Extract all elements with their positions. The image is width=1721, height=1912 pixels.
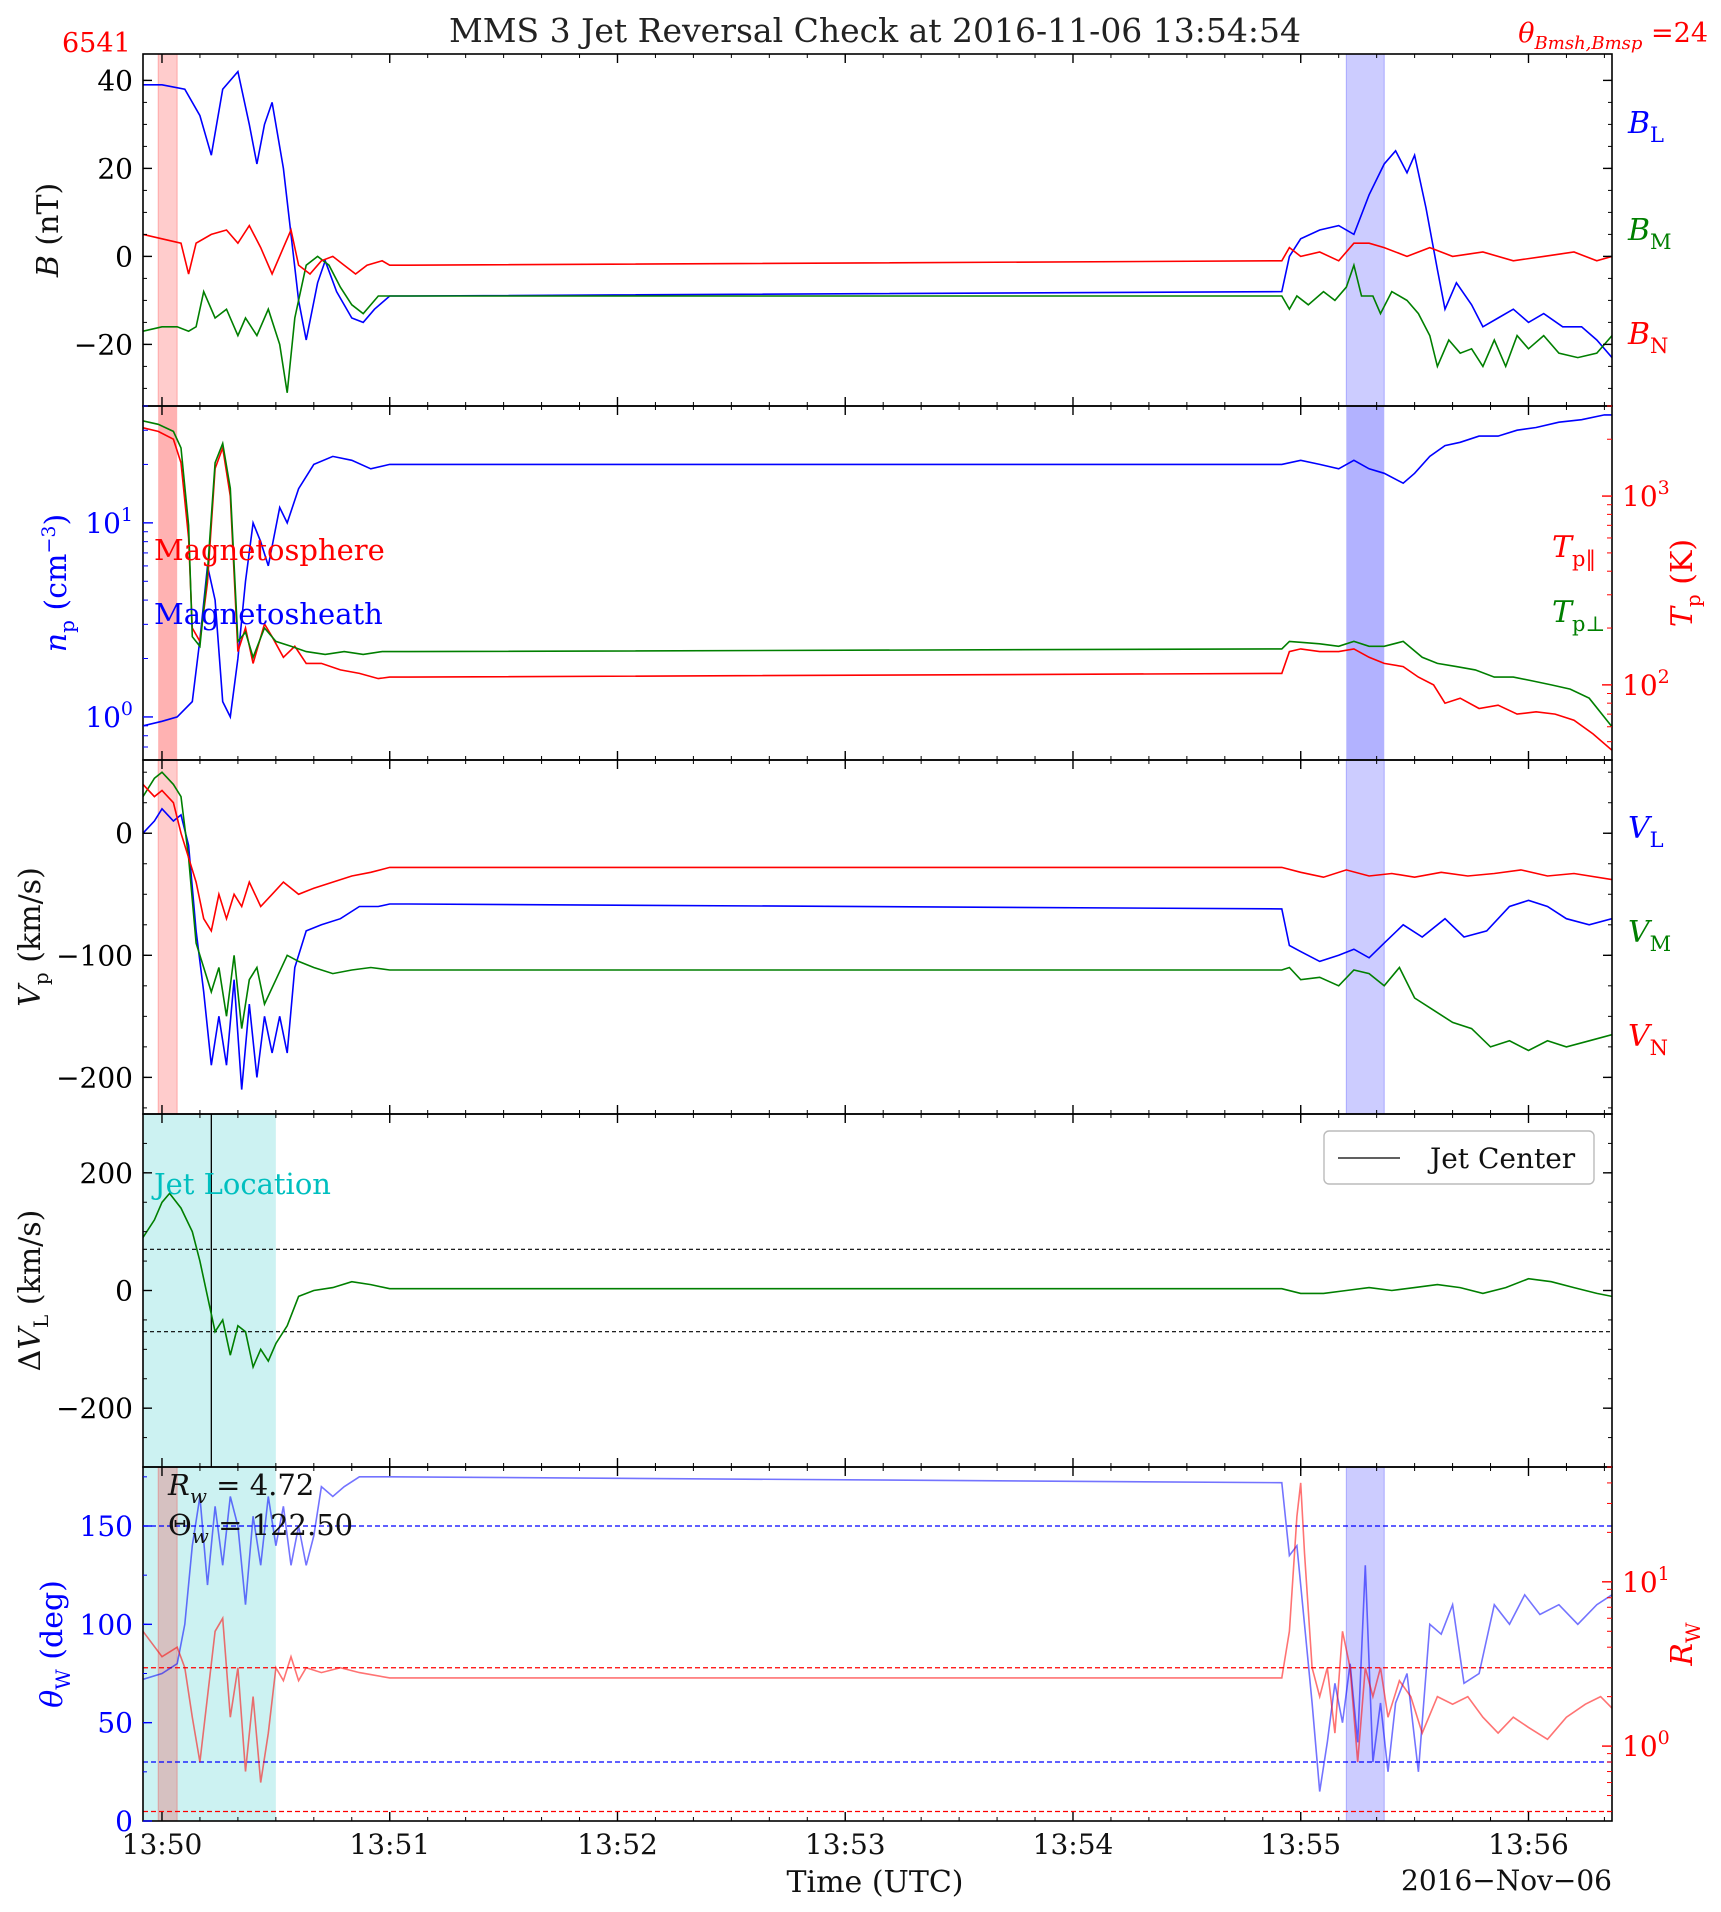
series-line--V-L bbox=[143, 1192, 1612, 1370]
annotation-magnetosphere: Magnetosphere bbox=[154, 533, 385, 567]
y-tick-label: 200 bbox=[80, 1157, 133, 1190]
legend-jet-center-label: Jet Center bbox=[1427, 1142, 1576, 1175]
y-axis-label-dVL: ΔVL (km/s) bbox=[13, 1210, 53, 1372]
x-tick-label: 13:50 bbox=[122, 1828, 203, 1861]
y-tick-label: −200 bbox=[56, 1392, 133, 1425]
y-tick-label: 100 bbox=[80, 1608, 133, 1641]
y2-axis-label-RW: RW bbox=[1665, 1622, 1705, 1667]
shaded-interval-red bbox=[157, 759, 178, 1115]
y-tick-label: 101 bbox=[1622, 1563, 1670, 1599]
y-tick-label: 100 bbox=[85, 698, 133, 734]
series-line-R-W bbox=[143, 1482, 1612, 1783]
y-tick-label: 0 bbox=[115, 817, 133, 850]
axes bbox=[142, 53, 1613, 1822]
figure-title: MMS 3 Jet Reversal Check at 2016-11-06 1… bbox=[449, 11, 1301, 50]
y-tick-label: 102 bbox=[1622, 666, 1670, 702]
x-tick-label: 13:52 bbox=[577, 1828, 658, 1861]
y-tick-label: 0 bbox=[115, 1275, 133, 1308]
x-tick-label: 13:53 bbox=[805, 1828, 886, 1861]
series-line-V-L bbox=[143, 807, 1612, 1090]
series-line-B-N bbox=[143, 224, 1612, 277]
y-tick-label: −200 bbox=[56, 1061, 133, 1094]
legend-V_L: VL bbox=[1628, 811, 1664, 852]
series-line--W bbox=[143, 1476, 1612, 1792]
annotation-jet-location: Jet Location bbox=[151, 1167, 331, 1201]
y-axis-label-np: np (cm−3) bbox=[38, 514, 79, 652]
legend-B_N: BN bbox=[1627, 317, 1668, 358]
legend-box bbox=[1323, 1130, 1595, 1185]
series-line-V-M bbox=[143, 771, 1612, 1052]
annotation-Rw: Rw = 4.72 bbox=[167, 1468, 314, 1508]
panel-frame-5 bbox=[142, 1466, 1613, 1822]
event-id: 6541 bbox=[62, 28, 131, 59]
shaded-interval-blue bbox=[1346, 406, 1385, 760]
x-axis-label: Time (UTC) bbox=[787, 1865, 964, 1900]
shaded-interval-blue bbox=[1345, 53, 1385, 407]
y-axis-label-thetaW: θW (deg) bbox=[35, 1580, 75, 1708]
legend-Tp-perp: Tp⊥ bbox=[1552, 595, 1605, 636]
y-tick-label: 20 bbox=[97, 152, 133, 185]
y-tick-label: 150 bbox=[80, 1510, 133, 1543]
y-tick-label: 103 bbox=[1622, 477, 1670, 513]
x-tick-label: 13:55 bbox=[1260, 1828, 1341, 1861]
y2-axis-label-Tp: Tp (K) bbox=[1665, 539, 1705, 627]
shaded-interval-red bbox=[158, 406, 178, 760]
y-axis-label-Vp: Vp (km/s) bbox=[13, 867, 53, 1007]
data-lines bbox=[143, 69, 1612, 1813]
legend-V_N: VN bbox=[1628, 1019, 1668, 1060]
series-line-V-N bbox=[143, 783, 1612, 934]
series-line-n-p bbox=[143, 414, 1612, 727]
annotation-Thetaw: Θw = 122.50 bbox=[168, 1508, 353, 1548]
series-line-B-M bbox=[143, 255, 1612, 393]
legend-Tp-parallel: Tp‖ bbox=[1552, 530, 1596, 572]
y-tick-label: −20 bbox=[74, 328, 133, 361]
series-line-B-L bbox=[143, 69, 1612, 359]
shaded-interval-blue bbox=[1345, 1466, 1385, 1822]
theta-angle-label: θBmsh,Bmsp =24 bbox=[1518, 18, 1708, 54]
y-tick-label: 100 bbox=[1622, 1727, 1670, 1763]
series-line-T-p-perp bbox=[143, 420, 1612, 728]
x-tick-label: 13:56 bbox=[1488, 1828, 1569, 1861]
shaded-interval-red bbox=[157, 53, 178, 407]
legend-V_M: VM bbox=[1628, 915, 1671, 956]
annotation-magnetosheath: Magnetosheath bbox=[154, 597, 383, 631]
date-label: 2016−Nov−06 bbox=[1401, 1864, 1612, 1897]
y-tick-label: 0 bbox=[115, 240, 133, 273]
y-tick-label: 0 bbox=[115, 1805, 133, 1838]
x-tick-label: 13:54 bbox=[1033, 1828, 1114, 1861]
shaded-intervals bbox=[143, 53, 1385, 1822]
y-tick-label: 101 bbox=[85, 504, 133, 540]
legend-B_M: BM bbox=[1627, 213, 1672, 254]
y-tick-label: 50 bbox=[97, 1707, 133, 1740]
y-axis-label-B: B (nT) bbox=[31, 183, 66, 278]
text-layer: MMS 3 Jet Reversal Check at 2016-11-06 1… bbox=[13, 11, 1708, 1900]
legend-B_L: BL bbox=[1627, 106, 1664, 147]
y-tick-label: −100 bbox=[56, 939, 133, 972]
y-tick-label: 40 bbox=[97, 64, 133, 97]
shaded-interval-blue bbox=[1345, 759, 1385, 1115]
x-tick-label: 13:51 bbox=[349, 1828, 430, 1861]
jet-location-band bbox=[143, 1114, 276, 1467]
